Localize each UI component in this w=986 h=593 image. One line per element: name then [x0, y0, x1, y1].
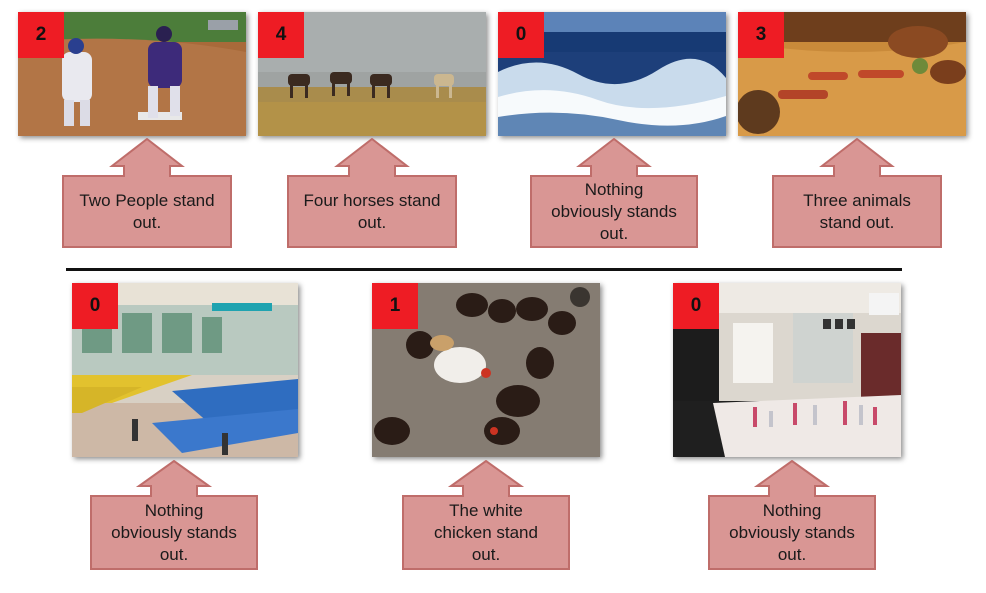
up-arrow-callout-shape [62, 138, 232, 248]
photo-chickens: 1 [372, 283, 600, 457]
row-divider [66, 268, 902, 271]
photo-laboratory: 0 [673, 283, 901, 457]
caption: Nothing obviously stands out. [729, 501, 855, 564]
up-arrow-callout-shape [402, 460, 570, 570]
up-arrow-callout-shape [530, 138, 698, 248]
callout-horses: Four horses stand out. [287, 138, 457, 248]
caption: Two People stand out. [79, 191, 215, 232]
callout-cafeteria: Nothing obviously stands out. [90, 460, 258, 570]
photo-baseball: 2 [18, 12, 246, 136]
callout-chickens: The white chicken stand out. [402, 460, 570, 570]
count-badge: 0 [72, 283, 118, 329]
horses-scene [258, 12, 486, 136]
ocean-scene [498, 12, 726, 136]
caption: Nothing obviously stands out. [111, 501, 237, 564]
caption: Nothing obviously stands out. [551, 180, 677, 243]
count-badge: 1 [372, 283, 418, 329]
callout-lizards: Three animals stand out. [772, 138, 942, 248]
count-badge: 2 [18, 12, 64, 58]
callout-laboratory: Nothing obviously stands out. [708, 460, 876, 570]
photo-horses: 4 [258, 12, 486, 136]
caption: The white chicken stand out. [434, 501, 538, 564]
caption: Three animals stand out. [803, 191, 911, 232]
up-arrow-callout-shape [287, 138, 457, 248]
count-badge: 3 [738, 12, 784, 58]
lizards-scene [738, 12, 966, 136]
count-badge: 0 [498, 12, 544, 58]
count-badge: 0 [673, 283, 719, 329]
callout-ocean: Nothing obviously stands out. [530, 138, 698, 248]
photo-lizards: 3 [738, 12, 966, 136]
photo-cafeteria: 0 [72, 283, 298, 457]
up-arrow-callout-shape [772, 138, 942, 248]
up-arrow-callout-shape [708, 460, 876, 570]
caption: Four horses stand out. [303, 191, 441, 232]
count-badge: 4 [258, 12, 304, 58]
baseball-scene [18, 12, 246, 136]
up-arrow-callout-shape [90, 460, 258, 570]
callout-baseball: Two People stand out. [62, 138, 232, 248]
photo-ocean: 0 [498, 12, 726, 136]
